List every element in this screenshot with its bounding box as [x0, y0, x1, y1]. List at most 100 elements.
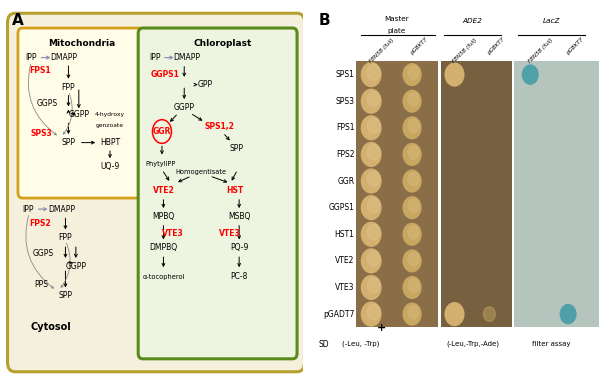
Circle shape [367, 304, 380, 320]
Circle shape [367, 278, 380, 293]
Circle shape [408, 226, 419, 239]
Circle shape [408, 146, 419, 159]
Text: GGPP: GGPP [68, 110, 89, 119]
Text: GGR: GGR [338, 177, 355, 186]
Text: HST: HST [226, 186, 244, 195]
Circle shape [408, 279, 419, 292]
Text: FPS2: FPS2 [336, 150, 355, 159]
Text: DMAPP: DMAPP [48, 205, 75, 214]
Text: GGPS1: GGPS1 [328, 203, 355, 212]
Circle shape [367, 91, 380, 107]
Text: PPS: PPS [35, 280, 48, 290]
Text: FPP: FPP [62, 83, 75, 92]
Bar [514, 61, 599, 327]
Circle shape [403, 197, 421, 219]
Text: SPS3: SPS3 [336, 97, 355, 106]
Text: plate: plate [388, 28, 406, 33]
Circle shape [367, 224, 380, 240]
Circle shape [403, 64, 421, 85]
Text: MSBQ: MSBQ [228, 212, 250, 221]
Text: Homogentisate: Homogentisate [175, 169, 226, 175]
Text: IPP: IPP [25, 53, 37, 62]
Circle shape [361, 169, 381, 193]
Text: Chloroplast: Chloroplast [194, 39, 252, 48]
Text: Master: Master [385, 17, 409, 22]
Text: VTE2: VTE2 [153, 186, 175, 195]
Text: SPP: SPP [58, 291, 73, 300]
Circle shape [484, 307, 495, 321]
Text: B: B [318, 13, 330, 28]
Text: IPP: IPP [22, 205, 34, 214]
Text: GGR: GGR [153, 127, 171, 136]
Text: filter assay: filter assay [532, 341, 571, 347]
Text: Mitochondria: Mitochondria [48, 39, 115, 48]
Circle shape [361, 276, 381, 300]
Text: VTE3: VTE3 [219, 229, 241, 238]
Text: A: A [12, 13, 24, 28]
Text: IPP: IPP [149, 53, 160, 62]
Text: FBN5B (full): FBN5B (full) [451, 37, 478, 64]
Text: PQ-9: PQ-9 [230, 243, 248, 253]
Circle shape [367, 65, 380, 80]
Circle shape [408, 93, 419, 106]
Text: pGBKT7: pGBKT7 [409, 37, 428, 56]
Text: HST1: HST1 [335, 230, 355, 239]
Text: MPBQ: MPBQ [152, 212, 175, 221]
Text: LacZ: LacZ [543, 18, 560, 24]
Circle shape [361, 89, 381, 113]
Circle shape [361, 63, 381, 87]
Circle shape [361, 116, 381, 140]
Circle shape [403, 303, 421, 325]
Circle shape [522, 65, 538, 84]
Text: pGBKT7: pGBKT7 [487, 37, 505, 56]
Text: SPS3: SPS3 [31, 129, 53, 138]
Text: GGPP: GGPP [174, 103, 195, 112]
Text: genzoate: genzoate [96, 123, 124, 128]
Text: VTE3: VTE3 [161, 229, 183, 238]
Text: UQ-9: UQ-9 [101, 162, 119, 171]
Circle shape [445, 63, 464, 86]
Text: GPP: GPP [198, 80, 213, 89]
Text: ADE2: ADE2 [463, 18, 482, 24]
Text: +: + [377, 323, 387, 333]
Circle shape [408, 306, 419, 319]
Text: α-tocopherol: α-tocopherol [142, 274, 185, 280]
Text: GGPP: GGPP [65, 262, 86, 271]
Circle shape [403, 144, 421, 165]
Text: GGPS: GGPS [33, 249, 54, 258]
Circle shape [403, 223, 421, 245]
Text: SD: SD [318, 340, 329, 348]
Circle shape [403, 276, 421, 298]
Text: 4-hydroxy: 4-hydroxy [95, 112, 125, 117]
Circle shape [408, 172, 419, 186]
Circle shape [408, 252, 419, 266]
Circle shape [367, 171, 380, 187]
Circle shape [408, 66, 419, 79]
Circle shape [367, 118, 380, 133]
FancyBboxPatch shape [18, 28, 142, 198]
FancyBboxPatch shape [7, 13, 304, 372]
Text: pGADT7: pGADT7 [323, 310, 355, 319]
Text: FBN5B (full): FBN5B (full) [368, 37, 395, 64]
Text: GGPS1: GGPS1 [150, 70, 179, 79]
Text: SPS1: SPS1 [336, 70, 355, 79]
Text: Cytosol: Cytosol [30, 322, 71, 332]
Circle shape [408, 119, 419, 133]
Circle shape [361, 196, 381, 219]
Text: SPP: SPP [61, 138, 75, 147]
Circle shape [367, 251, 380, 266]
Text: SPS1,2: SPS1,2 [205, 122, 235, 131]
Text: FBN5B (full): FBN5B (full) [527, 37, 554, 64]
Text: PC-8: PC-8 [230, 272, 248, 281]
Text: DMAPP: DMAPP [50, 53, 78, 62]
Circle shape [361, 302, 381, 326]
Text: DMPBQ: DMPBQ [149, 243, 178, 253]
Circle shape [561, 305, 576, 324]
Text: FPS1: FPS1 [336, 123, 355, 132]
Circle shape [408, 199, 419, 213]
Text: (-Leu,-Trp,-Ade): (-Leu,-Trp,-Ade) [446, 341, 499, 347]
Text: VTE2: VTE2 [335, 256, 355, 265]
Circle shape [367, 198, 380, 213]
Text: FPP: FPP [59, 233, 72, 243]
Text: FPS1: FPS1 [30, 66, 51, 75]
